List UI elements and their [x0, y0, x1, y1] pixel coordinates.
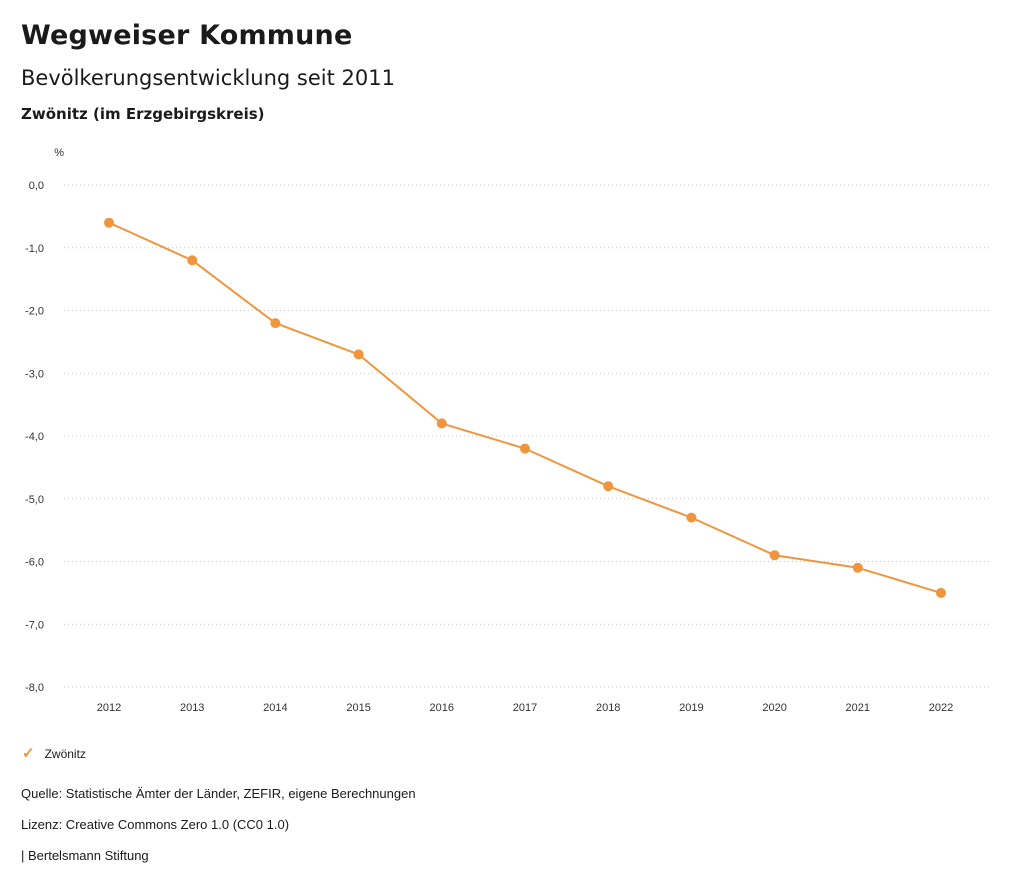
data-point[interactable]: [104, 217, 114, 228]
x-tick-label: 2018: [596, 702, 620, 714]
data-point[interactable]: [603, 481, 614, 492]
chart-subtitle-region: Zwönitz (im Erzgebirgskreis): [21, 105, 265, 123]
data-point[interactable]: [686, 512, 697, 523]
series-line: [108, 221, 942, 594]
data-point[interactable]: [852, 562, 863, 573]
y-axis-unit-label: %: [54, 147, 64, 159]
app-title: Wegweiser Kommune: [21, 20, 353, 51]
x-tick-label: 2019: [679, 702, 703, 714]
source-text: Quelle: Statistische Ämter der Länder, Z…: [21, 786, 416, 801]
legend-label: Zwönitz: [44, 746, 86, 761]
x-tick-label: 2017: [513, 702, 537, 714]
x-tick-label: 2013: [180, 702, 204, 714]
x-tick-label: 2015: [346, 702, 370, 714]
x-tick-label: 2022: [929, 702, 953, 714]
license-text: Lizenz: Creative Commons Zero 1.0 (CC0 1…: [21, 817, 290, 832]
y-tick-label: -6,0: [25, 557, 44, 569]
y-tick-label: -4,0: [25, 431, 44, 443]
data-point[interactable]: [936, 587, 946, 598]
x-tick-label: 2012: [97, 702, 121, 714]
x-tick-label: 2016: [430, 702, 454, 714]
y-tick-label: -7,0: [25, 619, 44, 631]
y-tick-label: 0,0: [29, 180, 44, 192]
check-icon: ✓: [22, 745, 35, 762]
y-tick-label: -2,0: [25, 306, 44, 318]
attribution-text: | Bertelsmann Stiftung: [21, 848, 149, 863]
y-tick-label: -8,0: [25, 682, 44, 694]
data-point[interactable]: [353, 349, 364, 360]
data-point[interactable]: [520, 443, 530, 454]
line-chart: 0,0 -1,0 -2,0 -3,0 -4,0 -5,0 -6,0 -7,0 -8,0 2012 2…: [25, 180, 992, 714]
y-tick-label: -1,0: [25, 243, 44, 255]
y-tick-label: -5,0: [25, 494, 44, 506]
chart-title: Bevölkerungsentwicklung seit 2011: [21, 66, 395, 90]
data-point[interactable]: [769, 550, 780, 561]
legend-item[interactable]: ✓ Zwönitz: [22, 746, 86, 761]
data-point[interactable]: [436, 418, 447, 429]
data-point[interactable]: [187, 255, 198, 266]
data-point[interactable]: [270, 318, 281, 329]
x-tick-label: 2020: [762, 702, 786, 714]
x-tick-label: 2014: [263, 702, 287, 714]
x-tick-label: 2021: [846, 702, 870, 714]
y-tick-label: -3,0: [25, 368, 44, 380]
